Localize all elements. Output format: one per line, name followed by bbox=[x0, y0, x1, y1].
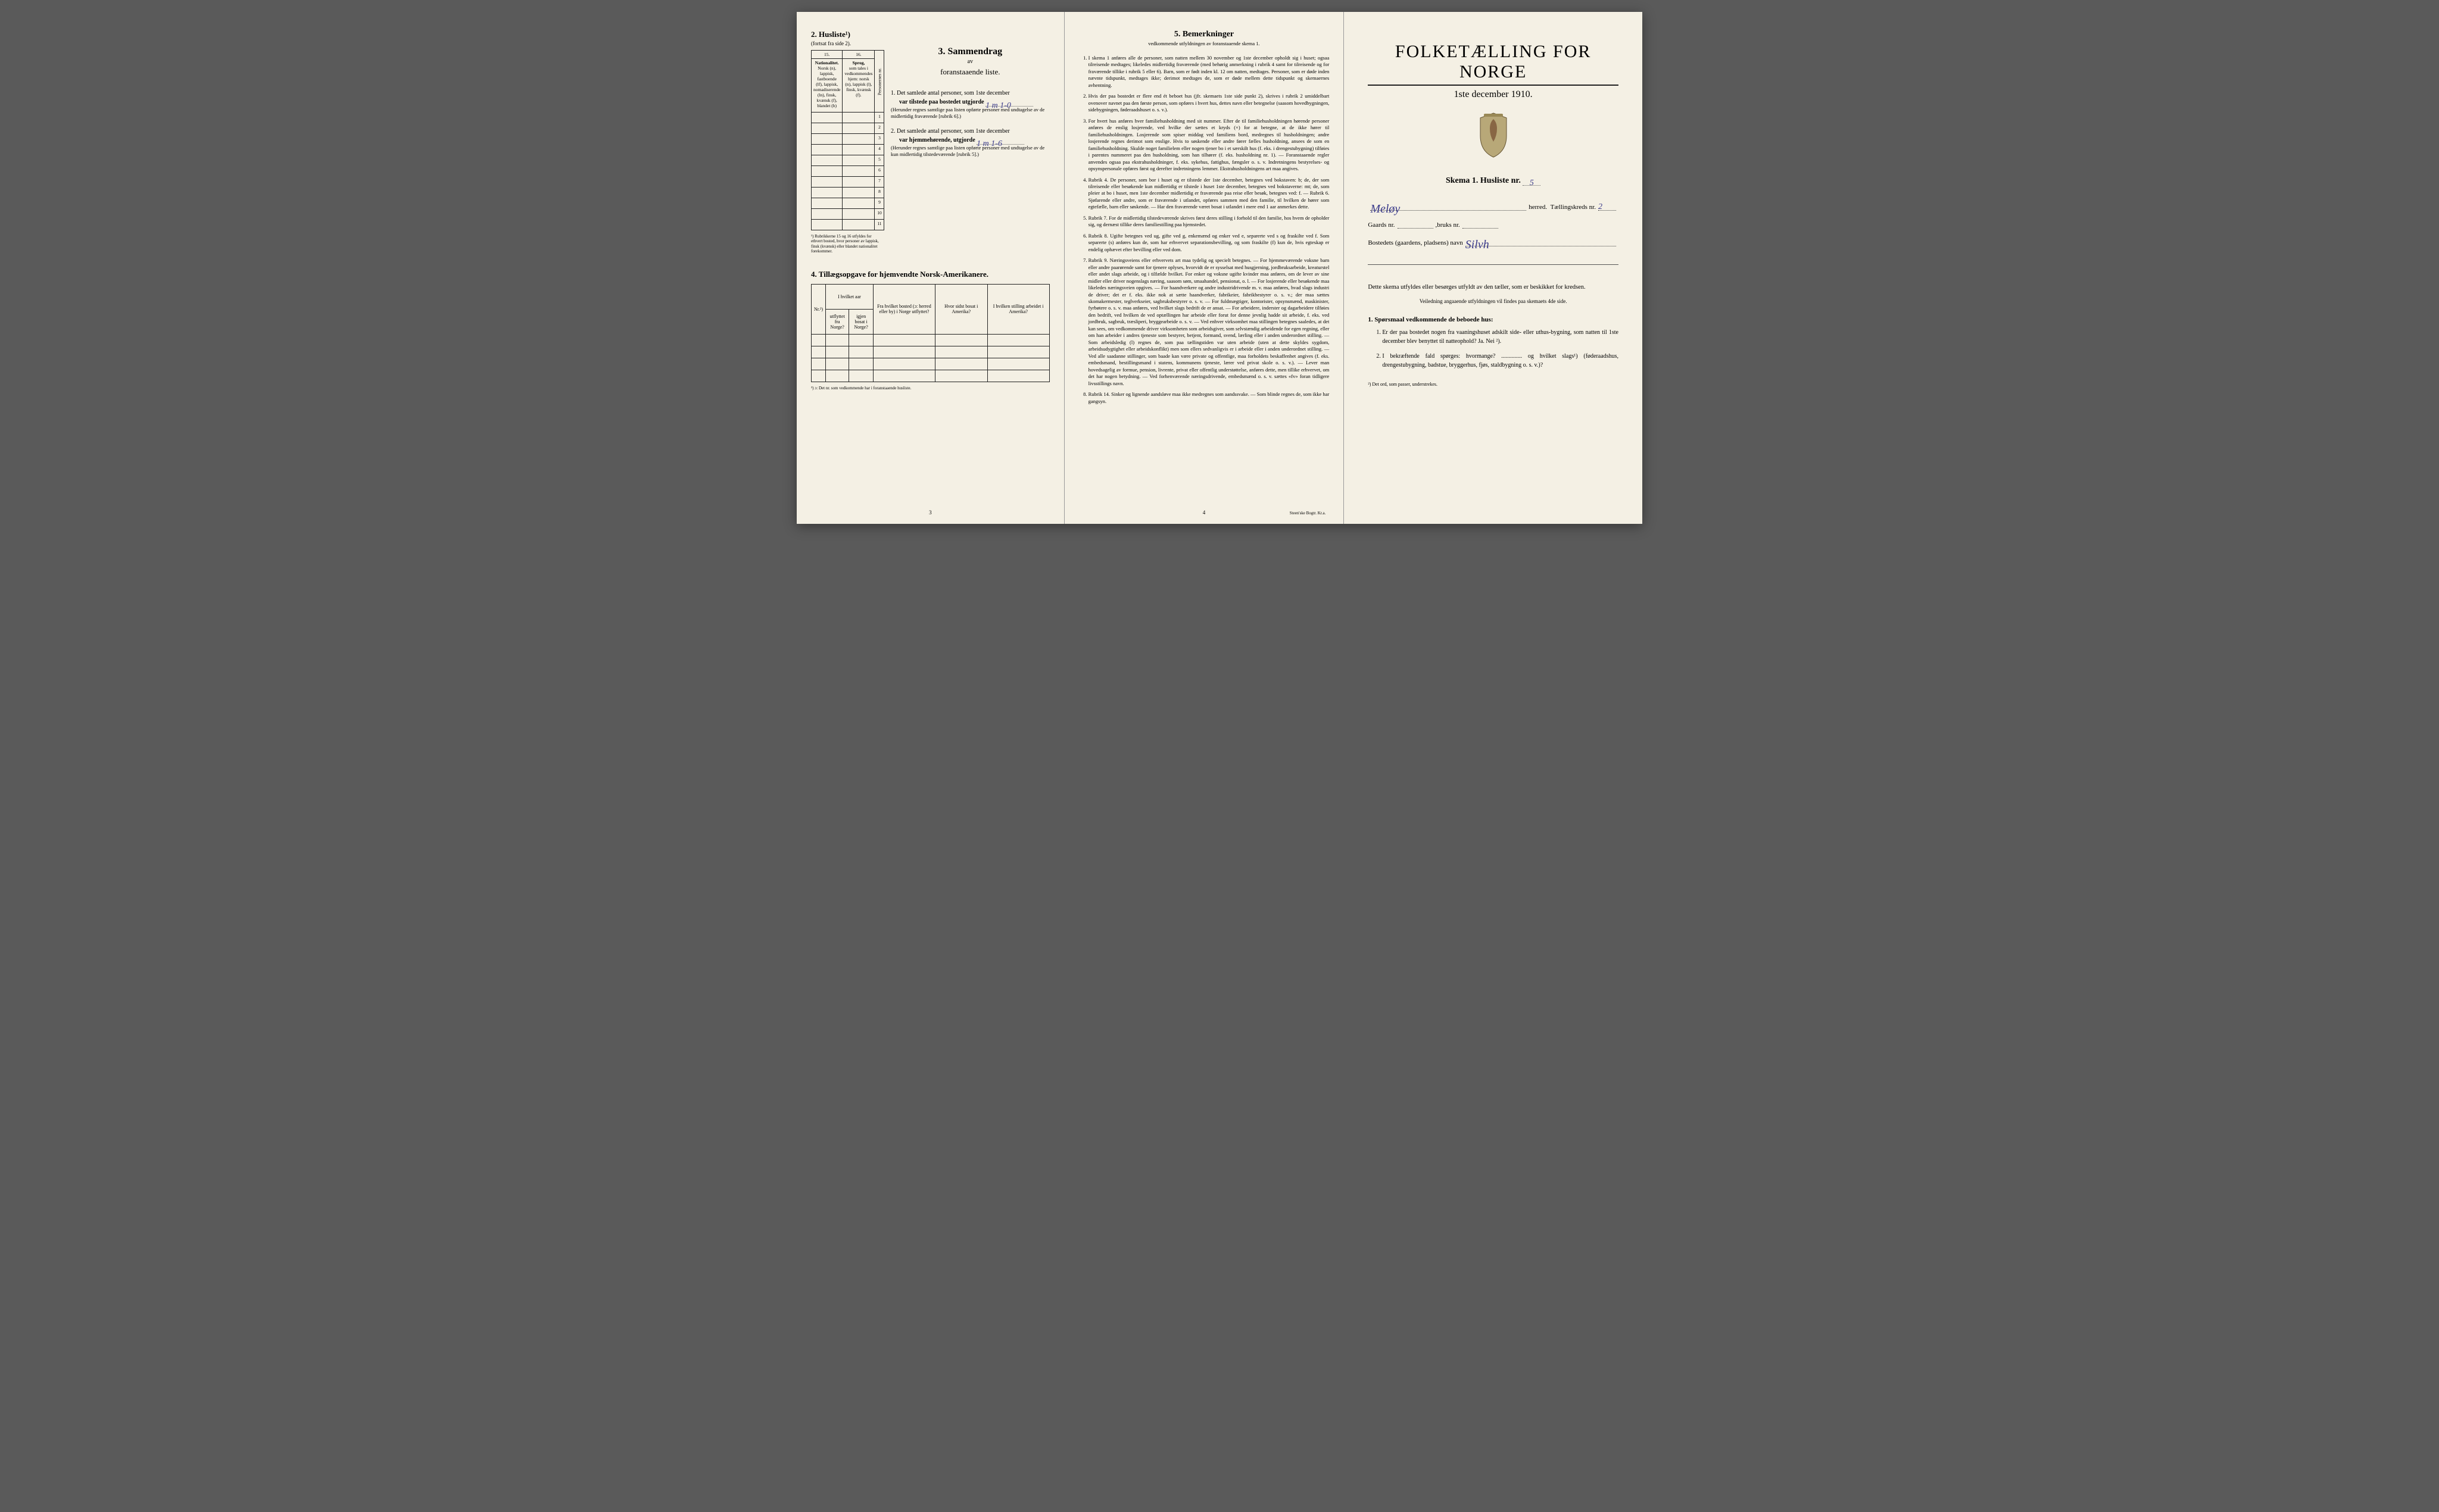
page-4: 5. Bemerkninger vedkommende utfyldningen… bbox=[1065, 12, 1345, 524]
col-15-num: 15. bbox=[812, 51, 843, 59]
section3-block: 3. Sammendrag av foranstaaende liste. 1.… bbox=[891, 30, 1050, 254]
herred-value: Meløy bbox=[1370, 202, 1400, 215]
col-15-head: Nationalitet.Norsk (n), lappisk, fastboe… bbox=[812, 59, 843, 113]
section2-sub: (fortsat fra side 2). bbox=[811, 40, 882, 46]
census-document: 2. Husliste¹) (fortsat fra side 2). 15. … bbox=[797, 12, 1642, 524]
t-col-4: I hvilken stilling arbeidet i Amerika? bbox=[987, 284, 1049, 334]
husliste-nr: 5 bbox=[1530, 179, 1534, 188]
t-col-0: Nr.²) bbox=[812, 284, 826, 334]
printer-mark: Steen'ske Bogtr. Kr.a. bbox=[1290, 511, 1326, 516]
census-date: 1ste december 1910. bbox=[1368, 89, 1618, 100]
section3-title: 3. Sammendrag bbox=[891, 46, 1050, 57]
table-row: 4 bbox=[812, 145, 884, 155]
table-row: 2 bbox=[812, 123, 884, 134]
instructions-1: Dette skema utfyldes eller besørges utfy… bbox=[1368, 283, 1618, 292]
rule-item: For hvert hus anføres hver familiehushol… bbox=[1088, 118, 1330, 173]
rule-item: Rubrik 4. De personer, som bor i huset o… bbox=[1088, 177, 1330, 211]
page-cover: FOLKETÆLLING FOR NORGE 1ste december 191… bbox=[1344, 12, 1642, 524]
husliste-table: 15. 16. Personernes nr. Nationalitet.Nor… bbox=[811, 50, 884, 230]
bosted-value: Silvh bbox=[1465, 238, 1489, 251]
footnote-right: ²) Det ord, som passer, understrekes. bbox=[1368, 382, 1618, 387]
rule-item: Rubrik 7. For de midlertidig tilstedevær… bbox=[1088, 215, 1330, 229]
t-sub-a: utflyttet fra Norge? bbox=[826, 309, 849, 334]
table-footnote: ¹) Rubrikkerne 15 og 16 utfyldes for eth… bbox=[811, 234, 882, 254]
gaards-row: Gaards nr. , bruks nr. bbox=[1368, 220, 1618, 229]
question-list: Er der paa bostedet nogen fra vaaningshu… bbox=[1368, 328, 1618, 370]
rule-item: I skema 1 anføres alle de personer, som … bbox=[1088, 55, 1330, 89]
col-16-num: 16. bbox=[843, 51, 875, 59]
page-number-3: 3 bbox=[797, 510, 1064, 516]
tk-value: 2 bbox=[1598, 202, 1602, 211]
rule-item: Rubrik 9. Næringsveiens eller erhvervets… bbox=[1088, 257, 1330, 387]
table-row: 7 bbox=[812, 177, 884, 188]
rules-list: I skema 1 anføres alle de personer, som … bbox=[1079, 55, 1330, 405]
rule-item: Hvis der paa bostedet er flere end ét be… bbox=[1088, 93, 1330, 113]
table-row: 5 bbox=[812, 155, 884, 166]
section4-title: 4. Tillægsopgave for hjemvendte Norsk-Am… bbox=[811, 270, 1050, 279]
question-1: Er der paa bostedet nogen fra vaaningshu… bbox=[1382, 328, 1618, 346]
main-title: FOLKETÆLLING FOR NORGE bbox=[1368, 42, 1618, 82]
summary-item-1: 1. Det samlede antal personer, som 1ste … bbox=[891, 89, 1050, 120]
table-row: 6 bbox=[812, 166, 884, 177]
title-rule bbox=[1368, 85, 1618, 86]
section2-title: 2. Husliste¹) bbox=[811, 30, 882, 39]
summary-item-2: 2. Det samlede antal personer, som 1ste … bbox=[891, 127, 1050, 158]
section5-sub: vedkommende utfyldningen av foranstaaend… bbox=[1079, 40, 1330, 46]
coat-of-arms-icon bbox=[1476, 112, 1511, 158]
tillaeg-table: Nr.²) I hvilket aar Fra hvilket bosted (… bbox=[811, 284, 1050, 382]
section4-block: 4. Tillægsopgave for hjemvendte Norsk-Am… bbox=[811, 270, 1050, 391]
t-col-2: Fra hvilket bosted (ɔ: herred eller by) … bbox=[873, 284, 935, 334]
table-row: 1 bbox=[812, 113, 884, 123]
section5-title: 5. Bemerkninger bbox=[1079, 30, 1330, 39]
table-row: 11 bbox=[812, 220, 884, 230]
instructions-2: Veiledning angaaende utfyldningen vil fi… bbox=[1368, 298, 1618, 304]
t-col-1: I hvilket aar bbox=[826, 284, 874, 309]
t-col-3: Hvor sidst bosat i Amerika? bbox=[935, 284, 987, 334]
page-3: 2. Husliste¹) (fortsat fra side 2). 15. … bbox=[797, 12, 1065, 524]
section3-av: av bbox=[891, 58, 1050, 65]
rule-item: Rubrik 14. Sinker og lignende aandsløve … bbox=[1088, 391, 1330, 405]
section3-sub: foranstaaende liste. bbox=[891, 67, 1050, 77]
col-16-head: Sprog,som tales i vedkommendes hjem: nor… bbox=[843, 59, 875, 113]
bosted-row: Bostedets (gaardens, pladsens) navn Silv… bbox=[1368, 238, 1618, 246]
rule-item: Rubrik 8. Ugifte betegnes ved ug, gifte … bbox=[1088, 233, 1330, 253]
herred-row: Meløy herred. Tællingskreds nr. 2 bbox=[1368, 202, 1618, 211]
section4-footnote: ²) ɔ: Det nr. som vedkommende har i fora… bbox=[811, 386, 1050, 391]
table-row: 8 bbox=[812, 188, 884, 198]
table-row: 10 bbox=[812, 209, 884, 220]
table-row: 9 bbox=[812, 198, 884, 209]
question-2: I bekræftende fald spørges: hvormange? .… bbox=[1382, 352, 1618, 370]
skema-line: Skema 1. Husliste nr. 5 bbox=[1368, 176, 1618, 186]
question-heading: 1. Spørsmaal vedkommende de beboede hus: bbox=[1368, 316, 1618, 323]
table-row: 3 bbox=[812, 134, 884, 145]
t-sub-b: igjen bosat i Norge? bbox=[849, 309, 874, 334]
col-person: Personernes nr. bbox=[875, 51, 884, 113]
